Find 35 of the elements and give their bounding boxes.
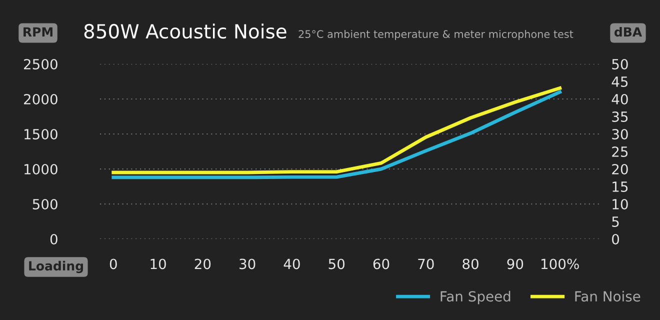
y2-tick-label: 15	[612, 182, 628, 192]
x-tick-label: 0	[110, 258, 117, 270]
x-tick-label: 50	[328, 258, 345, 270]
x-tick-label: 70	[418, 258, 434, 270]
y-axis-title: RPM	[24, 27, 52, 36]
legend-label: Fan Noise	[575, 290, 640, 302]
legend-label: Fan Speed	[440, 290, 510, 304]
y2-tick-label: 30	[612, 128, 628, 140]
y2-tick-label: 5	[612, 216, 619, 227]
y-tick-label: 2000	[24, 94, 58, 104]
y-tick-label: 500	[32, 198, 58, 210]
chart-subtitle: 25°C ambient temperature & meter microphone test	[298, 30, 574, 40]
y2-tick-label: 40	[612, 94, 628, 104]
y2-tick-label: 45	[612, 76, 628, 87]
y-tick-label: 0	[50, 234, 58, 244]
y-tick-label: 1000	[24, 164, 58, 174]
x-tick-label: 100%	[541, 258, 579, 270]
y2-axis-title: dBA	[614, 26, 642, 37]
x-tick-label: 90	[507, 258, 524, 270]
chart-title: 850W Acoustic Noise	[84, 24, 286, 39]
x-tick-label: 20	[194, 258, 211, 270]
y-tick-label: 1500	[24, 128, 58, 140]
x-tick-label: 80	[462, 258, 478, 270]
y2-tick-label: 35	[612, 111, 628, 122]
y2-tick-label: 25	[612, 146, 628, 157]
y2-tick-label: 50	[612, 58, 628, 70]
y-tick-label: 2500	[24, 58, 58, 70]
y2-tick-label: 20	[612, 164, 628, 174]
x-tick-label: 60	[373, 258, 390, 270]
x-tick-label: 40	[284, 258, 300, 270]
x-tick-label: 10	[150, 258, 166, 270]
x-tick-label: 30	[240, 258, 256, 270]
y2-tick-label: 10	[612, 198, 628, 210]
y2-tick-label: 0	[612, 234, 620, 244]
x-axis-title: Loading	[29, 260, 83, 274]
